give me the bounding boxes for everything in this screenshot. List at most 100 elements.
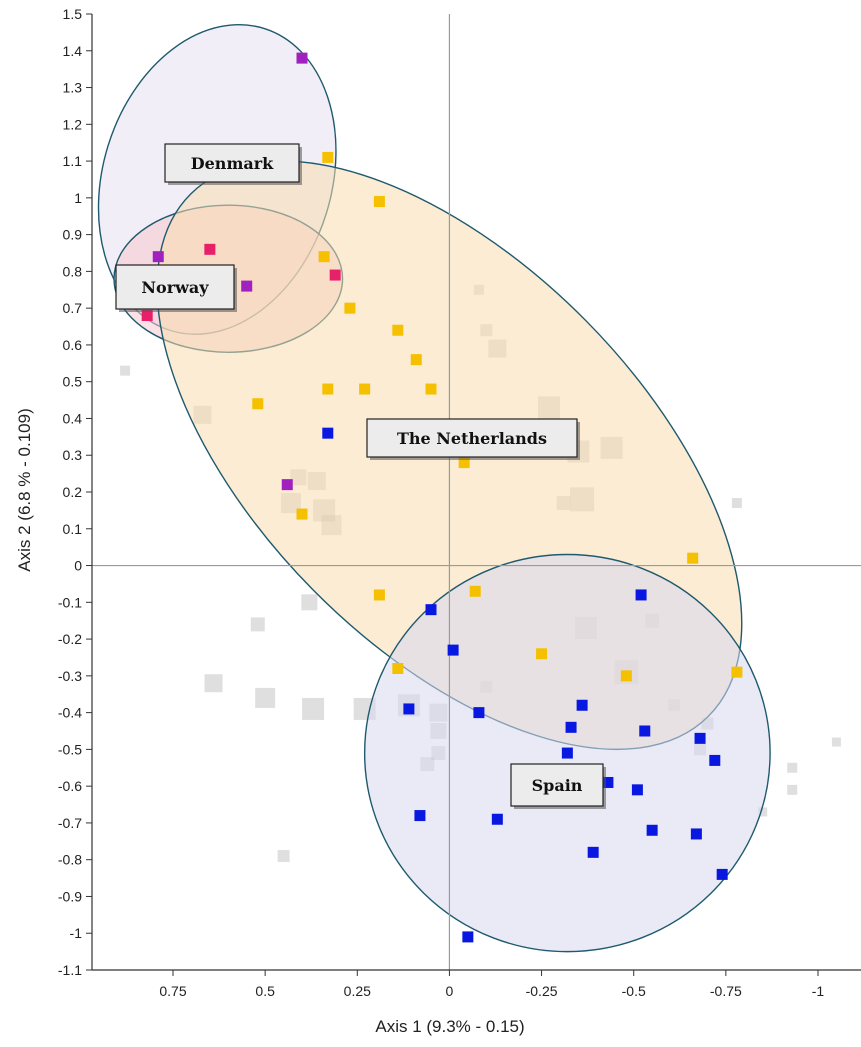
data-point (410, 354, 422, 366)
data-point (462, 931, 474, 943)
data-point (646, 824, 658, 836)
data-point (635, 589, 647, 601)
data-point (716, 868, 728, 880)
group-label-box: Denmark (164, 143, 302, 185)
data-point (602, 776, 614, 788)
y-tick-label: 1 (74, 190, 82, 206)
data-point (322, 383, 334, 395)
data-point (639, 725, 651, 737)
data-point (690, 828, 702, 840)
y-tick-label: -0.7 (58, 815, 82, 831)
x-tick-label: 0.5 (255, 983, 275, 999)
data-point (561, 747, 573, 759)
data-point (141, 310, 153, 322)
y-tick-label: -0.1 (58, 594, 82, 610)
y-tick-label: 0.6 (63, 337, 83, 353)
data-points-layer (141, 52, 743, 943)
y-tick-label: 0.1 (63, 521, 83, 537)
data-point (204, 243, 216, 255)
data-point (152, 251, 164, 263)
data-point (359, 383, 371, 395)
y-tick-label: -0.4 (58, 705, 82, 721)
y-tick-label: -0.8 (58, 852, 82, 868)
data-point (322, 427, 334, 439)
data-point (473, 707, 485, 719)
background-point (787, 784, 798, 795)
y-tick-label: -1 (70, 925, 83, 941)
data-point (241, 280, 253, 292)
x-tick-label: -0.75 (710, 983, 742, 999)
background-point (277, 850, 290, 863)
y-tick-label: -0.9 (58, 888, 82, 904)
x-tick-label: 0.25 (344, 983, 371, 999)
group-label: Spain (532, 776, 583, 795)
y-tick-label: 0.9 (63, 227, 83, 243)
data-point (587, 846, 599, 858)
data-point (447, 644, 459, 656)
group-label: Denmark (191, 154, 274, 173)
y-axis-title: Axis 2 (6.8 % - 0.109) (15, 408, 34, 571)
group-label: Norway (141, 278, 209, 297)
data-point (281, 479, 293, 491)
data-point (631, 784, 643, 796)
data-point (329, 269, 341, 281)
x-tick-label: -1 (812, 983, 825, 999)
data-point (403, 703, 415, 715)
x-tick-label: -0.5 (622, 983, 646, 999)
y-tick-label: -0.6 (58, 778, 82, 794)
data-point (373, 589, 385, 601)
data-point (414, 810, 426, 822)
x-tick-label: 0.75 (159, 983, 186, 999)
y-tick-label: 0 (74, 558, 82, 574)
group-labels-layer: Denmark Norway The Netherlands Spain (115, 143, 606, 809)
y-tick-label: 1.3 (63, 80, 83, 96)
group-label-box: Norway (115, 264, 237, 312)
zero-lines-layer (92, 14, 861, 970)
x-tick-label: 0 (446, 983, 454, 999)
data-point (694, 732, 706, 744)
y-tick-label: 1.4 (63, 43, 83, 59)
data-point (731, 666, 743, 678)
data-point (252, 398, 264, 410)
data-point (458, 457, 470, 469)
background-point (204, 674, 223, 693)
group-label-box: The Netherlands (366, 418, 580, 460)
data-point (425, 604, 437, 616)
axes-layer: 1.5 1.4 1.3 1.2 1.1 1 0.9 0.8 0.7 0.6 0.5 0.4 0.3 0.2… (58, 6, 861, 999)
data-point (344, 302, 356, 314)
background-point (787, 762, 798, 773)
data-point (536, 648, 548, 660)
x-axis-title: Axis 1 (9.3% - 0.15) (375, 1017, 524, 1036)
y-tick-label: -0.3 (58, 668, 82, 684)
group-label: The Netherlands (397, 429, 547, 448)
y-tick-label: 0.3 (63, 447, 83, 463)
y-tick-label: -0.5 (58, 741, 82, 757)
y-tick-label: 0.8 (63, 263, 83, 279)
y-tick-label: 0.5 (63, 374, 83, 390)
data-point (318, 251, 330, 263)
background-point (301, 594, 318, 611)
y-tick-label: -0.2 (58, 631, 82, 647)
data-point (620, 670, 632, 682)
y-tick-label: 1.1 (63, 153, 83, 169)
data-point (576, 699, 588, 711)
y-tick-label: 0.7 (63, 300, 83, 316)
data-point (296, 508, 308, 520)
data-point (296, 52, 308, 64)
background-point (831, 737, 841, 747)
y-tick-label: 0.4 (63, 410, 83, 426)
data-point (491, 813, 503, 825)
background-point (758, 807, 768, 817)
background-point (255, 687, 276, 708)
background-point (250, 617, 265, 632)
y-tick-label: 1.2 (63, 116, 83, 132)
data-point (687, 552, 699, 564)
y-tick-label: -1.1 (58, 962, 82, 978)
background-point (731, 498, 742, 509)
data-point (425, 383, 437, 395)
data-point (322, 151, 334, 163)
y-tick-label: 0.2 (63, 484, 83, 500)
y-tick-label: 1.5 (63, 6, 83, 22)
data-point (392, 662, 404, 674)
